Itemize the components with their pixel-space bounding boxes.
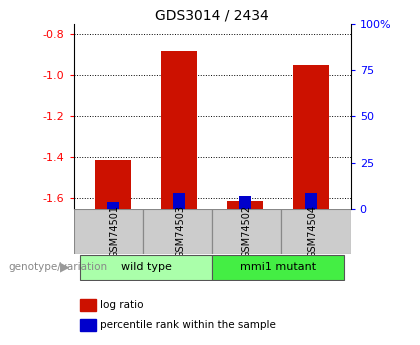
Bar (293, 65, 329, 209)
Bar (305, 193, 317, 209)
Bar (212, 255, 344, 280)
Text: GSM74501: GSM74501 (110, 205, 120, 258)
Bar (95, 159, 131, 209)
Bar (281, 209, 351, 254)
Text: log ratio: log ratio (100, 300, 143, 310)
Bar (143, 209, 212, 254)
Bar (239, 196, 251, 209)
Bar (81, 299, 96, 311)
Bar (212, 209, 281, 254)
Text: GSM74504: GSM74504 (308, 205, 318, 258)
Bar (161, 51, 197, 209)
Bar (80, 255, 212, 280)
Bar (81, 319, 96, 331)
Text: mmi1 mutant: mmi1 mutant (240, 262, 316, 272)
Text: wild type: wild type (121, 262, 171, 272)
Bar (173, 193, 185, 209)
Text: GDS3014 / 2434: GDS3014 / 2434 (155, 9, 269, 23)
Text: ▶: ▶ (60, 261, 70, 274)
Text: percentile rank within the sample: percentile rank within the sample (100, 320, 276, 330)
Text: genotype/variation: genotype/variation (8, 263, 108, 272)
Text: GSM74502: GSM74502 (242, 205, 252, 258)
Text: GSM74503: GSM74503 (176, 205, 186, 258)
Bar (227, 200, 263, 209)
Bar (74, 209, 143, 254)
Bar (107, 202, 119, 209)
